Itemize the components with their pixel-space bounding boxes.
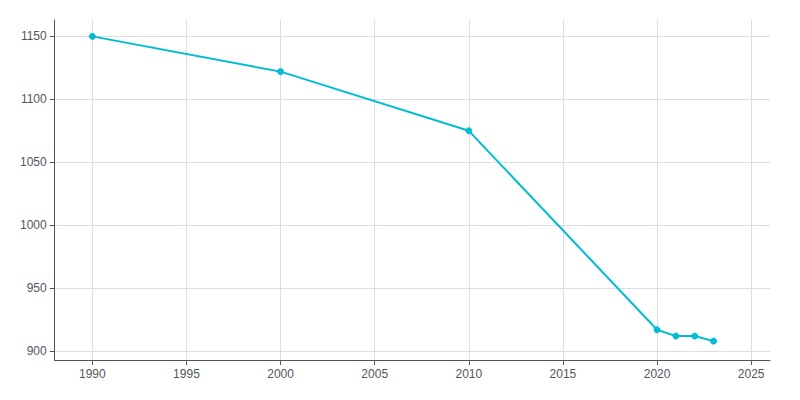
- svg-text:1990: 1990: [79, 367, 106, 381]
- svg-text:900: 900: [27, 344, 47, 358]
- svg-text:1050: 1050: [20, 155, 47, 169]
- svg-text:1000: 1000: [20, 218, 47, 232]
- svg-text:2005: 2005: [361, 367, 388, 381]
- svg-text:1100: 1100: [21, 92, 47, 106]
- svg-text:2025: 2025: [738, 367, 765, 381]
- svg-text:2015: 2015: [550, 367, 577, 381]
- svg-text:1150: 1150: [21, 29, 47, 43]
- svg-text:2000: 2000: [267, 367, 294, 381]
- svg-text:1995: 1995: [173, 367, 200, 381]
- svg-text:2020: 2020: [644, 367, 671, 381]
- svg-text:950: 950: [27, 281, 47, 295]
- svg-text:2010: 2010: [455, 367, 482, 381]
